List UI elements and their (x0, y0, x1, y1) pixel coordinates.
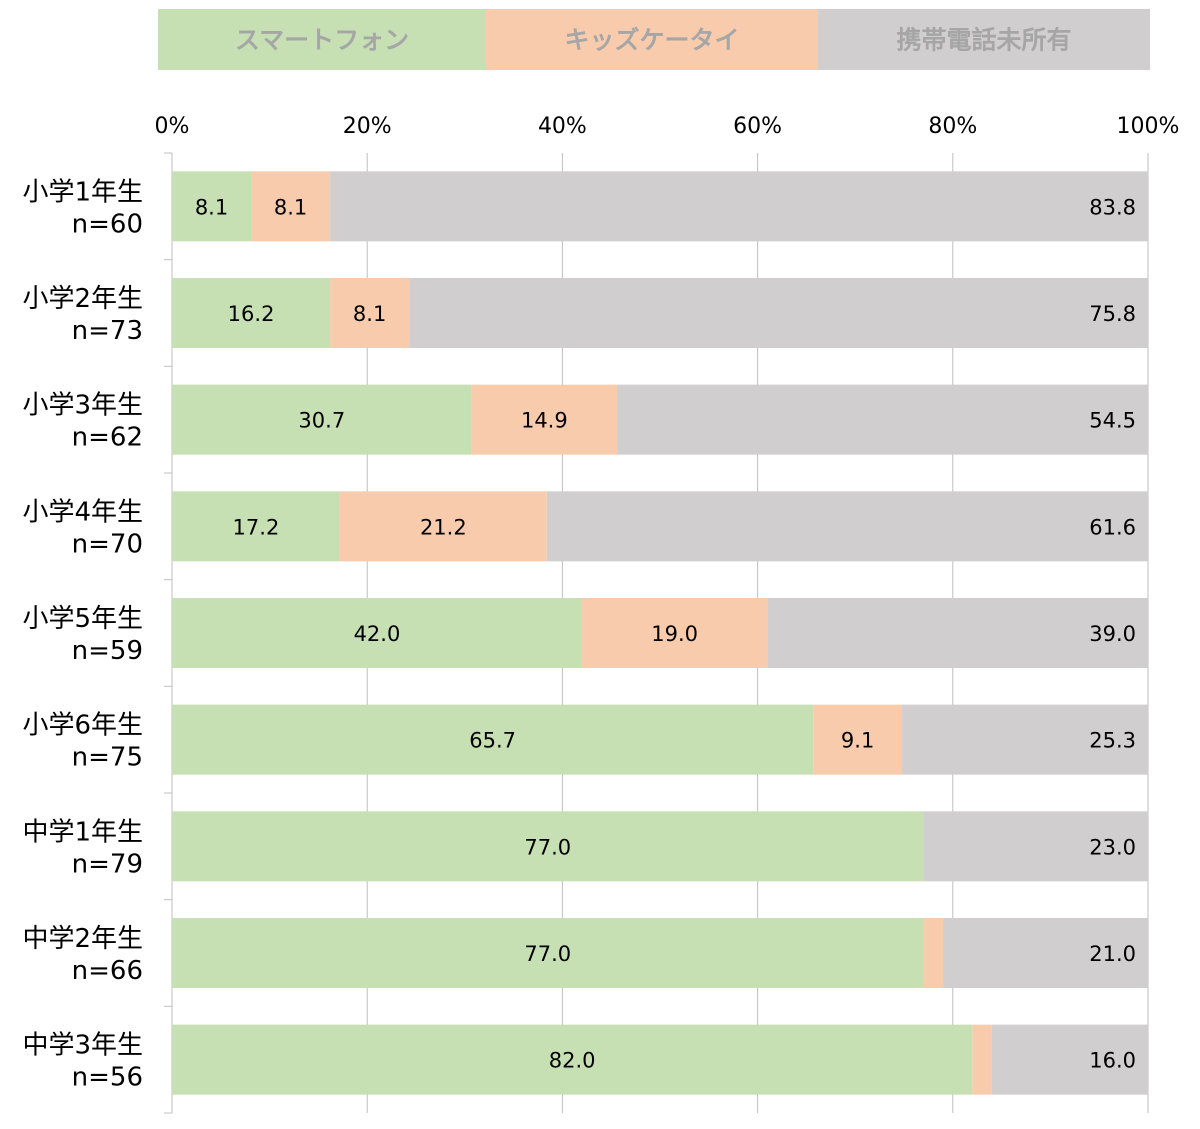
legend-swatch (818, 9, 1150, 70)
category-label-grade: 小学3年生 (22, 391, 143, 421)
x-tick-label: 0% (155, 114, 190, 139)
bar-segment (813, 704, 903, 775)
category-label-grade: 小学4年生 (22, 497, 143, 527)
data-label: 30.7 (298, 409, 345, 433)
bar-segment (923, 811, 1148, 882)
data-label: 77.0 (524, 835, 571, 859)
legend: スマートフォン キッズケータイ 携帯電話未所有 (158, 9, 1150, 70)
data-label: 21.0 (1089, 942, 1136, 966)
legend-label: スマートフォン (235, 26, 409, 55)
category-label-n: n=73 (72, 316, 143, 346)
bar-segment (617, 384, 1148, 455)
category-label-grade: 中学1年生 (22, 817, 143, 847)
data-label: 8.1 (274, 195, 307, 219)
data-label: 19.0 (651, 622, 698, 646)
x-tick-label: 100% (1117, 114, 1180, 139)
data-label: 16.0 (1089, 1049, 1136, 1073)
data-label: 25.3 (1089, 729, 1136, 753)
bar-segment (972, 1024, 992, 1095)
data-label: 75.8 (1089, 302, 1136, 326)
bar-segment (767, 598, 1148, 668)
bar-segment (172, 491, 340, 562)
category-label-n: n=66 (72, 956, 143, 986)
bar-segment (902, 704, 1148, 775)
data-label: 82.0 (549, 1049, 596, 1073)
category-label-grade: 中学3年生 (22, 1031, 143, 1061)
data-label: 42.0 (354, 622, 401, 646)
data-label: 54.5 (1089, 409, 1136, 433)
bar-segment (991, 1024, 1148, 1095)
category-label-n: n=79 (72, 849, 143, 879)
data-label: 8.1 (195, 195, 228, 219)
category-label-n: n=75 (72, 743, 143, 773)
data-label: 16.2 (228, 302, 275, 326)
x-tick-label: 60% (733, 114, 782, 139)
bar-segment (546, 491, 1148, 562)
bar-segment (330, 278, 410, 348)
data-label: 8.1 (353, 302, 386, 326)
bars: 8.1 8.1 83.8 16.2 8.1 75.8 30.7 14.9 54.5 17.2 21.… (172, 171, 1149, 1095)
category-label-n: n=56 (72, 1063, 143, 1093)
legend-swatch (486, 9, 818, 70)
data-label: 77.0 (524, 942, 571, 966)
x-tick-label: 80% (928, 114, 977, 139)
category-label-grade: 中学2年生 (22, 924, 143, 954)
bar-segment (330, 171, 1148, 242)
bar-segment (172, 278, 331, 348)
category-label-grade: 小学6年生 (22, 711, 143, 741)
x-tick-label: 20% (343, 114, 392, 139)
category-label-grade: 小学2年生 (22, 284, 143, 314)
x-tick-label: 40% (538, 114, 587, 139)
data-label: 21.2 (420, 515, 467, 539)
category-label-n: n=62 (72, 423, 143, 453)
bar-segment (172, 918, 924, 988)
category-label-n: n=59 (72, 636, 143, 666)
bar-segment (251, 171, 331, 242)
category-label-n: n=70 (72, 529, 143, 559)
bar-segment (172, 171, 252, 242)
data-label: 39.0 (1089, 622, 1136, 646)
bar-segment (581, 598, 768, 668)
data-label: 23.0 (1089, 835, 1136, 859)
bar-segment (409, 278, 1149, 348)
category-label-n: n=60 (72, 209, 143, 239)
bar-segment (923, 918, 944, 988)
bar-segment (339, 491, 547, 562)
bar-segment (471, 384, 618, 455)
category-label-grade: 小学1年生 (22, 177, 143, 207)
x-axis-ticks: 0% 20% 40% 60% 80% 100% (155, 114, 1180, 139)
data-label: 14.9 (521, 409, 568, 433)
bar-segment (172, 811, 924, 882)
data-label: 83.8 (1089, 195, 1136, 219)
bar-segment (172, 598, 582, 668)
category-label-grade: 小学5年生 (22, 604, 143, 634)
data-label: 17.2 (233, 515, 280, 539)
legend-label: キッズケータイ (564, 26, 739, 55)
legend-swatch (158, 9, 486, 70)
data-label: 65.7 (469, 729, 516, 753)
data-label: 9.1 (841, 729, 874, 753)
data-label: 61.6 (1089, 515, 1136, 539)
bar-segment (943, 918, 1148, 988)
bar-segment (172, 1024, 973, 1095)
bar-segment (172, 704, 814, 775)
legend-label: 携帯電話未所有 (896, 26, 1071, 55)
bar-segment (172, 384, 472, 455)
